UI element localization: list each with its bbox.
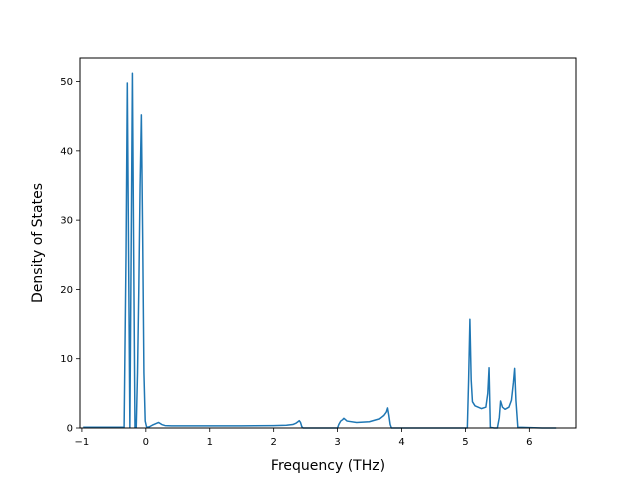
- x-tick-label: 6: [526, 437, 532, 448]
- x-tick-label: 1: [207, 437, 213, 448]
- y-tick-label: 40: [60, 146, 73, 157]
- y-tick-label: 20: [60, 285, 73, 296]
- y-tick-label: 10: [60, 354, 73, 365]
- y-tick-label: 30: [60, 216, 73, 227]
- y-axis-label: Density of States: [30, 183, 46, 303]
- y-tick-label: 50: [60, 77, 73, 88]
- x-tick-label: 3: [334, 437, 340, 448]
- x-axis-ticks: −1 0 1 2 3 4 5 6: [75, 428, 533, 448]
- y-axis-ticks: 0 10 20 30 40 50: [60, 77, 80, 435]
- x-tick-label: 5: [462, 437, 468, 448]
- x-tick-label: 0: [143, 437, 149, 448]
- y-tick-label: 0: [67, 424, 73, 435]
- x-axis-label: Frequency (THz): [271, 458, 385, 474]
- plot-frame: [79, 57, 577, 429]
- x-tick-label: 2: [270, 437, 276, 448]
- plot-area: [80, 58, 576, 428]
- x-tick-label: −1: [75, 437, 90, 448]
- x-tick-label: 4: [398, 437, 404, 448]
